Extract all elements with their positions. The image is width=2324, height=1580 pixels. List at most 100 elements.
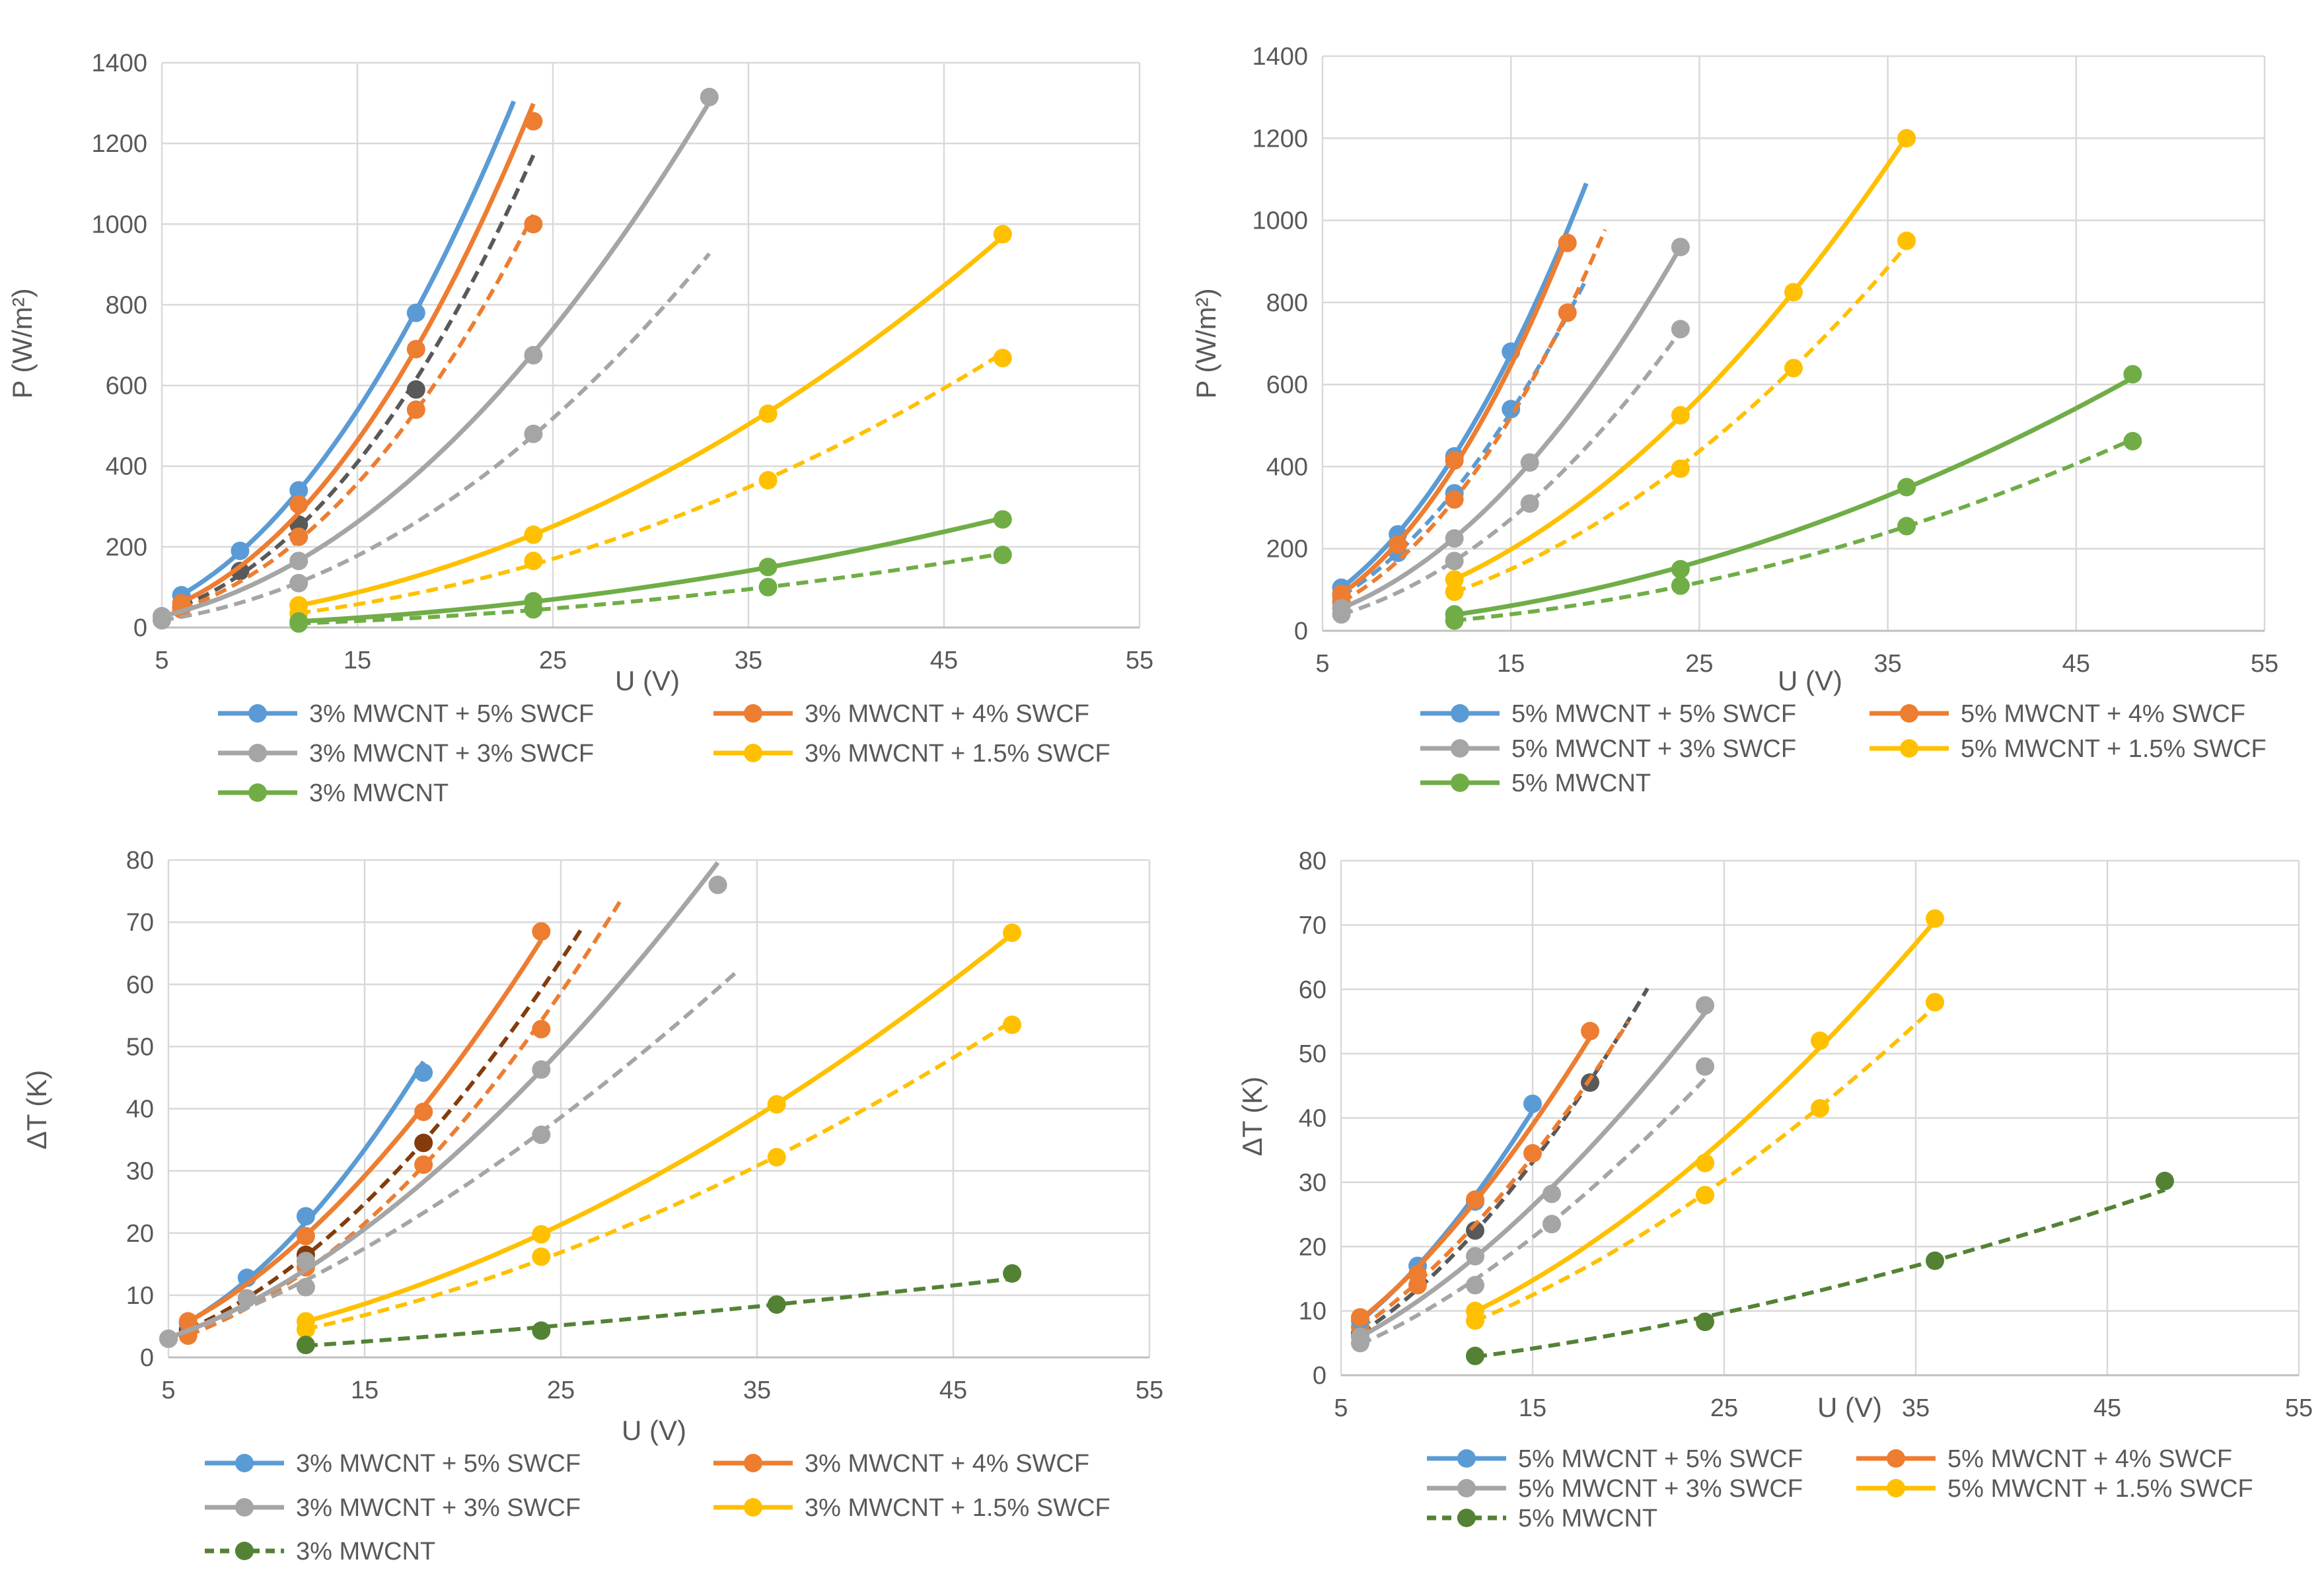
y-tick-label: 70: [126, 909, 154, 937]
data-point: [1811, 1098, 1829, 1118]
data-point: [532, 1225, 551, 1244]
data-point: [1784, 283, 1803, 302]
y-tick-label: 800: [1266, 289, 1308, 317]
x-tick-label: 35: [743, 1377, 771, 1404]
series-line: [1358, 1109, 1535, 1323]
x-axis-label: U (V): [1778, 665, 1842, 696]
legend-label: 3% MWCNT + 4% SWCF: [805, 1450, 1089, 1478]
data-point: [1543, 1184, 1561, 1203]
chart-t3: 0 10 20 30 40 50 60 70 80 5 15 25 35 45 55 U (V) ΔT (K) 3…: [21, 847, 1163, 1565]
legend-marker: [248, 744, 267, 762]
data-point: [758, 471, 778, 490]
data-point: [406, 303, 425, 322]
legend-marker: [1457, 1449, 1476, 1468]
data-point: [1003, 1015, 1022, 1034]
y-axis-label: P (W/m²): [1190, 288, 1221, 398]
x-tick-label: 15: [1519, 1394, 1546, 1422]
data-point: [532, 1321, 551, 1340]
data-point: [524, 345, 543, 365]
data-point: [1523, 1144, 1542, 1163]
legend-marker: [248, 783, 267, 802]
data-point: [524, 552, 543, 571]
y-tick-label: 50: [1299, 1040, 1326, 1068]
data-point: [414, 1063, 433, 1082]
series-line: [180, 102, 536, 605]
series-line: [1340, 229, 1607, 604]
data-point: [1445, 552, 1464, 571]
x-tick-label: 55: [1126, 647, 1153, 674]
y-tick-label: 0: [140, 1344, 154, 1372]
x-axis-label: U (V): [615, 665, 680, 696]
data-point: [1445, 605, 1464, 624]
data-point: [1784, 359, 1803, 378]
data-point: [767, 1147, 786, 1167]
data-point: [1520, 453, 1539, 472]
series-line: [305, 1019, 1013, 1331]
y-tick-label: 200: [106, 534, 147, 561]
y-axis-label: ΔT (K): [21, 1070, 52, 1150]
legend-label: 5% MWCNT + 1.5% SWCF: [1961, 735, 2267, 763]
data-point: [1445, 570, 1464, 589]
data-point: [231, 561, 250, 581]
series-line: [1359, 1021, 1630, 1330]
x-tick-label: 55: [2285, 1394, 2313, 1422]
data-point: [708, 875, 727, 894]
legend-label: 5% MWCNT + 3% SWCF: [1511, 735, 1796, 763]
x-tick-label: 45: [2093, 1394, 2121, 1422]
data-point: [524, 424, 543, 443]
legend-marker: [235, 1454, 254, 1472]
y-tick-label: 20: [1299, 1233, 1326, 1261]
data-point: [700, 87, 719, 106]
data-point: [758, 404, 778, 423]
y-tick-label: 10: [126, 1282, 154, 1310]
data-point: [767, 1095, 786, 1114]
data-point: [1897, 129, 1916, 148]
legend-marker: [744, 744, 762, 762]
y-tick-label: 1400: [91, 50, 147, 77]
x-tick-label: 35: [735, 647, 762, 674]
x-tick-label: 15: [1497, 650, 1525, 678]
data-point: [289, 527, 309, 546]
data-point: [524, 592, 543, 611]
data-point: [767, 1295, 786, 1314]
x-tick-label: 25: [547, 1377, 575, 1404]
legend-marker: [1887, 1449, 1905, 1468]
x-tick-label: 35: [1902, 1394, 1930, 1422]
data-point: [1389, 535, 1408, 554]
y-tick-label: 30: [1299, 1169, 1326, 1197]
data-point: [532, 1020, 551, 1039]
data-point: [289, 495, 309, 514]
x-tick-label: 15: [351, 1377, 379, 1404]
series-line: [298, 351, 1004, 616]
legend-marker: [1451, 739, 1469, 758]
legend-label: 5% MWCNT: [1518, 1505, 1657, 1532]
series-line: [299, 515, 1003, 624]
data-point: [532, 922, 551, 941]
x-tick-label: 15: [344, 647, 371, 674]
data-point: [1897, 478, 1916, 497]
data-point: [231, 541, 250, 560]
data-point: [296, 1227, 315, 1246]
data-point: [524, 525, 543, 544]
data-point: [1558, 303, 1577, 322]
legend-marker: [1900, 704, 1918, 723]
y-tick-label: 800: [106, 291, 147, 319]
data-point: [1926, 993, 1944, 1012]
data-point: [1445, 451, 1464, 470]
series-line: [1359, 1077, 1707, 1346]
data-point: [1897, 517, 1916, 536]
legend-label: 3% MWCNT + 3% SWCF: [309, 740, 594, 768]
data-point: [296, 1336, 315, 1355]
series-line: [187, 939, 544, 1324]
y-tick-label: 60: [1299, 976, 1326, 1004]
y-tick-label: 0: [1313, 1362, 1326, 1390]
legend-marker: [248, 704, 267, 723]
legend-label: 3% MWCNT: [309, 779, 449, 807]
series-line: [1474, 919, 1937, 1314]
data-point: [2156, 1171, 2174, 1190]
series-line: [305, 932, 1014, 1324]
y-axis-label: P (W/m²): [7, 288, 38, 398]
y-tick-label: 80: [1299, 847, 1326, 875]
